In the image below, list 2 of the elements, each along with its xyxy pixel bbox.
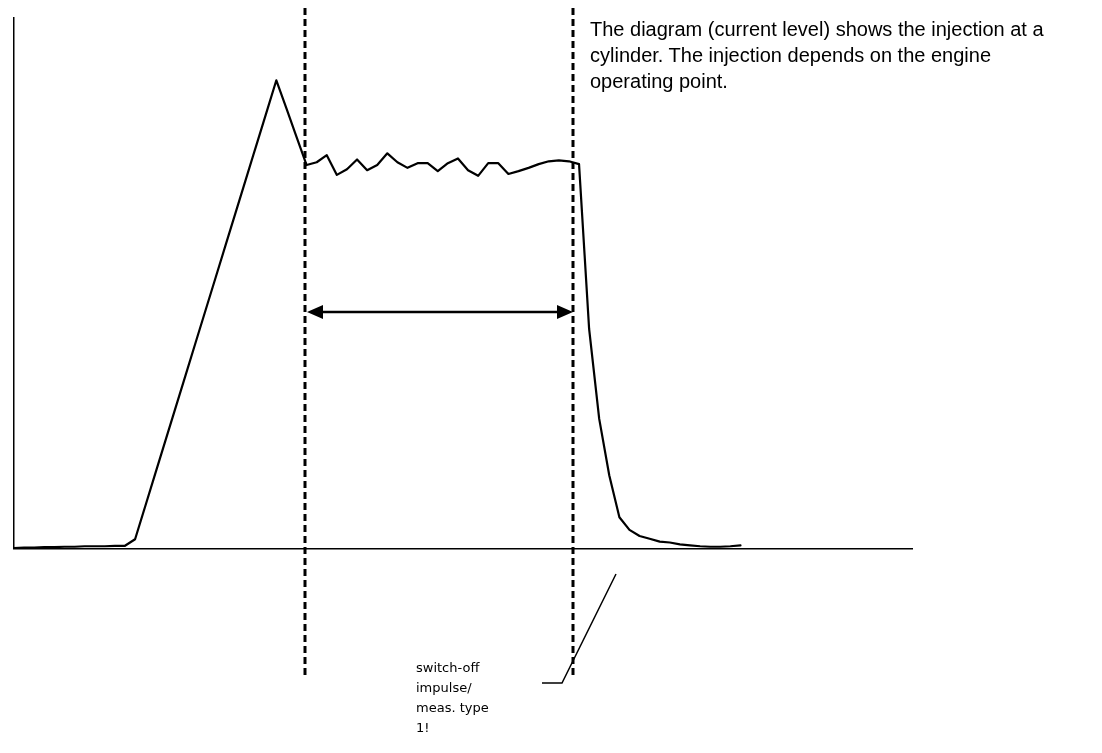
text: switch-off impulse/ meas. type 1! bbox=[416, 659, 490, 737]
annotation: The diagram (current level) shows the injection at a cylinder. The injection depends on the engine operating point. bbox=[590, 17, 1045, 94]
